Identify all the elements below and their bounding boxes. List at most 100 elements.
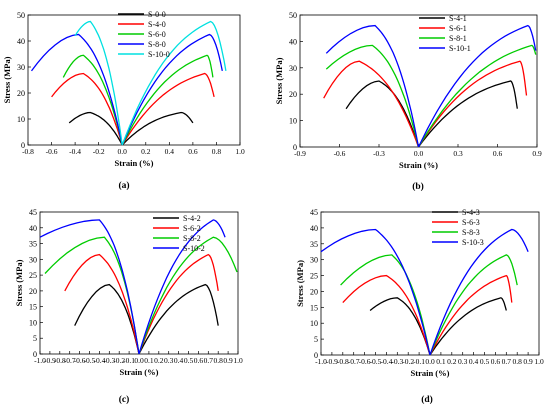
panel-label: (b) — [412, 181, 424, 192]
x-tick-label: 1.0 — [534, 357, 544, 366]
series-line-axial-S-10-3 — [429, 228, 529, 356]
series-line-axial-S-6-2 — [138, 253, 219, 355]
y-tick-label: 20 — [310, 287, 318, 296]
y-tick-label: 5 — [314, 335, 318, 344]
x-tick-label: 0.7 — [204, 356, 214, 365]
x-tick-label: -0.2 — [93, 147, 105, 156]
y-tick-label: 30 — [310, 256, 318, 265]
x-tick-label: -0.8 — [22, 147, 34, 156]
legend-label: S-6-0 — [148, 30, 166, 39]
x-tick-label: 0.2 — [154, 356, 164, 365]
panel-label: (c) — [119, 394, 130, 405]
series-line-axial-S-4-0 — [121, 72, 215, 146]
y-tick-label: 20 — [29, 287, 37, 296]
x-tick-label: 1.0 — [233, 356, 243, 365]
y-tick-label: 50 — [17, 11, 25, 20]
series-line-lateral-S-10-0 — [74, 20, 123, 146]
chart-panel-2: -0.9 -0.6 -0.3 0.0 0.3 0.6 0.9 0 10 20 30 40 50 Strai… — [274, 11, 542, 192]
series-line-lateral-S-6-2 — [64, 253, 140, 355]
x-tick-label: 0.1 — [144, 356, 154, 365]
x-tick-label: -0.3 — [391, 357, 403, 366]
x-tick-label: 0.2 — [141, 147, 151, 156]
x-tick-label: 0.6 — [493, 149, 503, 158]
legend-label: S-8-0 — [148, 40, 166, 49]
legend-label: S-8-1 — [449, 34, 467, 43]
x-tick-label: -0.2 — [402, 357, 414, 366]
y-tick-label: 10 — [29, 318, 37, 327]
y-tick-label: 0 — [314, 351, 318, 360]
y-axis-label: Stress (MPa) — [2, 56, 12, 103]
x-tick-label: 0.3 — [164, 356, 174, 365]
x-tick-label: 0.7 — [502, 357, 512, 366]
y-tick-label: 40 — [310, 224, 318, 233]
series-line-axial-S-8-1 — [417, 44, 537, 148]
series-line-axial-S-6-0 — [121, 54, 214, 146]
x-tick-label: -0.2 — [113, 356, 125, 365]
y-tick-label: 25 — [29, 271, 37, 280]
series-line-lateral-S-4-2 — [74, 283, 140, 355]
legend-label: S-6-1 — [449, 24, 467, 33]
y-tick-label: 20 — [289, 90, 297, 99]
y-tick-label: 5 — [33, 334, 37, 343]
x-tick-label: 0.0 — [134, 356, 144, 365]
legend-label: S-8-3 — [462, 228, 480, 237]
y-tick-label: 35 — [29, 240, 37, 249]
legend-label: S-4-2 — [183, 214, 201, 223]
series-line-lateral-S-8-0 — [30, 33, 123, 146]
chart-panel-4: -1.0 -0.9 -0.8 -0.7 -0.6 -0.5 -0.4 -0.3 -0.2 -0.1… — [295, 208, 544, 405]
y-tick-label: 15 — [29, 303, 37, 312]
y-tick-label: 20 — [17, 89, 25, 98]
x-tick-label: 0.9 — [532, 149, 542, 158]
x-tick-label: 0.8 — [214, 356, 224, 365]
series-line-axial-S-10-0 — [121, 20, 227, 146]
x-tick-label: -0.7 — [64, 356, 76, 365]
series-line-axial-S-10-2 — [138, 219, 226, 355]
x-tick-label: -0.5 — [84, 356, 96, 365]
x-tick-label: 0.5 — [184, 356, 194, 365]
series-line-lateral-S-6-0 — [62, 54, 123, 146]
x-tick-label: 0.5 — [480, 357, 490, 366]
y-tick-label: 30 — [29, 255, 37, 264]
series-line-axial-S-0-0 — [121, 111, 194, 146]
series-line-axial-S-6-3 — [429, 274, 513, 356]
y-tick-label: 25 — [310, 272, 318, 281]
x-tick-label: -1.0 — [34, 356, 46, 365]
series-line-axial-S-8-0 — [121, 33, 223, 146]
series-line-axial-S-4-1 — [417, 80, 518, 148]
y-axis-label: Stress (MPa) — [14, 259, 24, 306]
x-tick-label: -0.9 — [294, 149, 306, 158]
series-line-lateral-S-6-1 — [323, 60, 420, 148]
series-line-axial-S-8-2 — [138, 236, 238, 355]
y-axis-label: Stress (MPa) — [295, 260, 305, 307]
y-tick-label: 40 — [17, 37, 25, 46]
series-line-lateral-S-10-2 — [39, 219, 140, 355]
y-tick-label: 10 — [17, 115, 25, 124]
x-tick-label: -0.6 — [334, 149, 346, 158]
x-tick-label: 0.9 — [223, 356, 233, 365]
x-tick-label: 0.1 — [436, 357, 446, 366]
y-tick-label: 40 — [289, 37, 297, 46]
series-line-lateral-S-4-1 — [345, 80, 420, 148]
series-line-lateral-S-0-0 — [68, 111, 123, 146]
x-tick-label: 0.6 — [194, 356, 204, 365]
x-tick-label: -0.6 — [359, 357, 371, 366]
x-tick-label: -0.1 — [413, 357, 425, 366]
y-tick-label: 10 — [310, 319, 318, 328]
x-tick-label: -0.7 — [348, 357, 360, 366]
legend-label: S-4-0 — [148, 20, 166, 29]
x-tick-label: -0.3 — [373, 149, 385, 158]
y-tick-label: 0 — [21, 141, 25, 150]
x-axis-label: Strain (%) — [120, 367, 159, 377]
x-tick-label: 0.8 — [513, 357, 523, 366]
x-tick-label: 0.6 — [491, 357, 501, 366]
x-tick-label: 0.4 — [469, 357, 479, 366]
series-line-axial-S-6-1 — [417, 60, 528, 148]
legend: S-4-3S-6-3S-8-3S-10-3 — [432, 208, 484, 247]
series-line-axial-S-10-1 — [417, 24, 537, 148]
x-tick-label: -0.6 — [74, 356, 86, 365]
legend: S-4-2S-6-2S-8-2S-10-2 — [153, 214, 205, 253]
x-tick-label: 0.4 — [165, 147, 175, 156]
x-tick-label: 0.0 — [118, 147, 128, 156]
chart-panel-3: -1.0-0.9-0.8-0.7-0.6-0.5-0.4-0.3-0.2-0.1… — [14, 208, 243, 405]
series-line-lateral-S-8-1 — [325, 44, 420, 148]
